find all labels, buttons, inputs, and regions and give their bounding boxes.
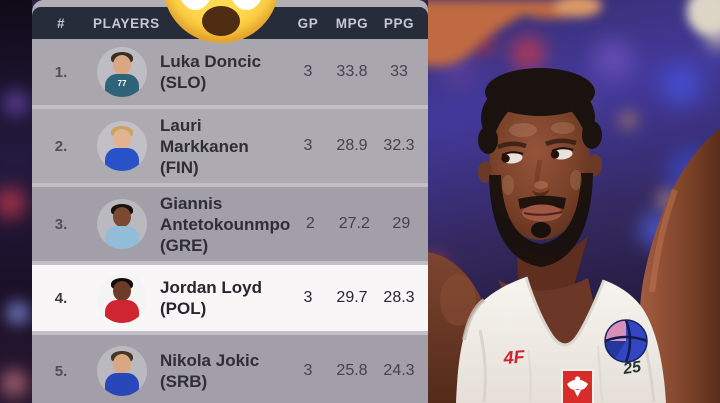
- player-photo-panel: 4F 25: [428, 0, 720, 403]
- avatar-jersey-number: 77: [117, 79, 127, 88]
- background-photo-left-strip: [0, 0, 32, 403]
- player-avatar: 77: [97, 47, 147, 97]
- gp-cell: 3: [303, 63, 313, 80]
- player-avatar: [97, 346, 147, 396]
- emoji-open-mouth: [202, 6, 240, 36]
- table-body: 1. 77 Luka Doncic (SLO) 3 33.8 33 2. Lau…: [32, 39, 428, 403]
- table-row: 5. Nikola Jokic (SRB) 3 25.8 24.3: [32, 331, 428, 403]
- mpg-cell: 33.8: [336, 63, 368, 80]
- badge-year: 25: [621, 358, 643, 378]
- player-name: Jordan Loyd: [160, 278, 263, 297]
- player-name-cell: Nikola Jokic (SRB): [160, 350, 288, 392]
- jersey-sponsor-logo: 4F: [502, 347, 526, 369]
- avatar-jersey: [105, 226, 139, 249]
- player-country: (GRE): [160, 235, 209, 255]
- avatar-jersey: [105, 300, 139, 323]
- gp-cell: 3: [303, 362, 313, 379]
- header-mpg: MPG: [335, 15, 369, 31]
- header-ppg: PPG: [383, 15, 415, 31]
- table-row: 3. Giannis Antetokounmpo (GRE) 2 27.2 29: [32, 183, 428, 261]
- player-avatar: [97, 273, 147, 323]
- mpg-cell: 28.9: [336, 137, 368, 154]
- rank-cell: 5.: [54, 362, 68, 380]
- rank-cell: 4.: [54, 289, 68, 307]
- player-illustration: 4F 25: [428, 0, 720, 403]
- crowd-blur-left: [0, 0, 32, 403]
- player-name-cell: Lauri Markkanen (FIN): [160, 115, 288, 178]
- player-right-arm: [639, 128, 720, 403]
- player-name: Lauri Markkanen: [160, 115, 249, 156]
- astonished-emoji: 😲: [163, 0, 279, 43]
- gp-cell: 3: [303, 137, 313, 154]
- gp-cell: 3: [303, 289, 313, 306]
- player-name-cell: Jordan Loyd (POL): [160, 277, 288, 319]
- player-name-cell: Luka Doncic (SLO): [160, 51, 288, 93]
- ppg-cell: 33: [390, 63, 408, 80]
- ppg-cell: 24.3: [383, 362, 415, 379]
- player-country: (POL): [160, 299, 207, 318]
- player-country: (SRB): [160, 372, 208, 391]
- ppg-cell: 29: [392, 215, 411, 232]
- ppg-cell: 32.3: [383, 137, 415, 154]
- poland-crest: [561, 369, 594, 403]
- player-country: (SLO): [160, 73, 207, 92]
- emoji-right-eye: [229, 0, 264, 10]
- table-row: 1. 77 Luka Doncic (SLO) 3 33.8 33: [32, 39, 428, 105]
- avatar-head: [113, 129, 131, 149]
- avatar-head: [113, 207, 131, 227]
- player-name-cell: Giannis Antetokounmpo (GRE): [160, 193, 290, 256]
- player-avatar: [97, 199, 147, 249]
- emoji-left-eye: [178, 0, 213, 10]
- avatar-head: [113, 55, 131, 75]
- avatar-head: [113, 281, 131, 301]
- rank-cell: 1.: [54, 63, 68, 81]
- header-gp: GP: [297, 15, 319, 31]
- avatar-head: [113, 354, 131, 374]
- mpg-cell: 25.8: [336, 362, 368, 379]
- header-rank: #: [56, 15, 66, 31]
- rank-cell: 3.: [54, 215, 68, 233]
- player-head: [478, 68, 602, 267]
- player-name: Luka Doncic: [160, 52, 262, 71]
- player-avatar: [97, 121, 147, 171]
- eurobasket-logo: 25: [604, 319, 648, 378]
- ppg-cell: 28.3: [383, 289, 415, 306]
- stats-table-card: # PLAYERS GP MPG PPG 1. 77 Luka Doncic (…: [32, 0, 428, 403]
- mpg-cell: 27.2: [338, 215, 370, 232]
- mpg-cell: 29.7: [336, 289, 368, 306]
- avatar-jersey: [105, 373, 139, 396]
- jersey: [456, 277, 666, 403]
- player-country: (FIN): [160, 157, 199, 177]
- player-name: Giannis Antetokounmpo: [160, 193, 291, 234]
- table-row: 2. Lauri Markkanen (FIN) 3 28.9 32.3: [32, 105, 428, 183]
- gp-cell: 2: [305, 215, 315, 232]
- avatar-jersey: [105, 148, 139, 171]
- raised-arm-top: [428, 0, 720, 67]
- rank-cell: 2.: [54, 137, 68, 155]
- header-players: PLAYERS: [93, 15, 160, 31]
- avatar-jersey: [105, 74, 139, 97]
- table-row: 4. Jordan Loyd (POL) 3 29.7 28.3: [32, 261, 428, 331]
- player-name: Nikola Jokic: [160, 351, 260, 370]
